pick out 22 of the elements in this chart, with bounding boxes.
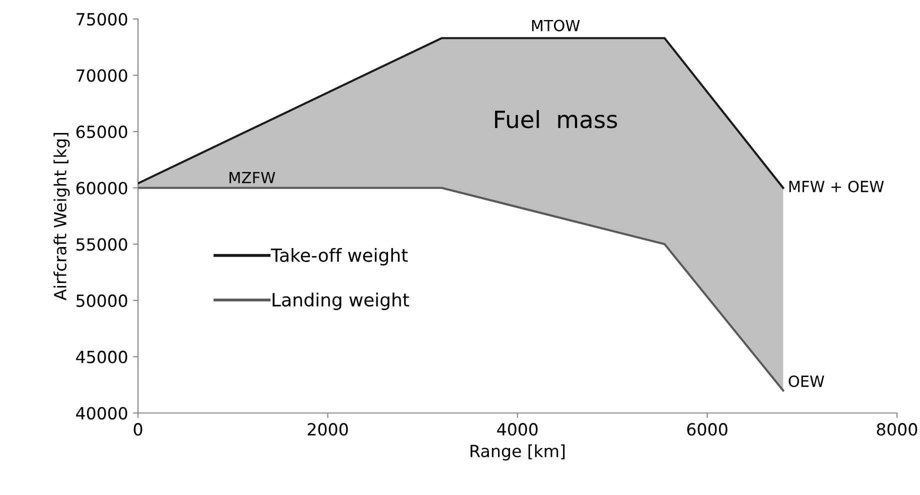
y-tick-label: 70000 [76,69,128,82]
y-tick-label: 45000 [76,350,128,364]
annotation: OEW [788,375,824,388]
y-tick-label: 75000 [76,12,128,26]
legend-label: Landing weight [272,292,410,310]
y-tick-label: 50000 [76,294,128,307]
legend-label: Take-off weight [270,248,408,266]
y-axis-title: Airfcraft Weight [kg] [54,132,70,300]
y-tick-label: 55000 [76,238,128,251]
x-tick-label: 6000 [687,423,728,436]
x-tick-label: 2000 [308,423,348,436]
x-tick-label: 4000 [497,423,538,436]
annotation: MTOW [532,20,580,32]
x-axis-title: Range [km] [470,444,565,461]
y-tick-label: 60000 [76,182,128,194]
x-tick-label: 0 [134,423,142,436]
annotation: MZFW [230,172,276,184]
annotation: Fuel mass [495,110,618,128]
y-tick-label: 40000 [76,406,128,420]
x-tick-label: 8000 [876,423,918,436]
y-tick-label: 65000 [76,126,128,138]
annotation: MFW + OEW [789,180,884,192]
